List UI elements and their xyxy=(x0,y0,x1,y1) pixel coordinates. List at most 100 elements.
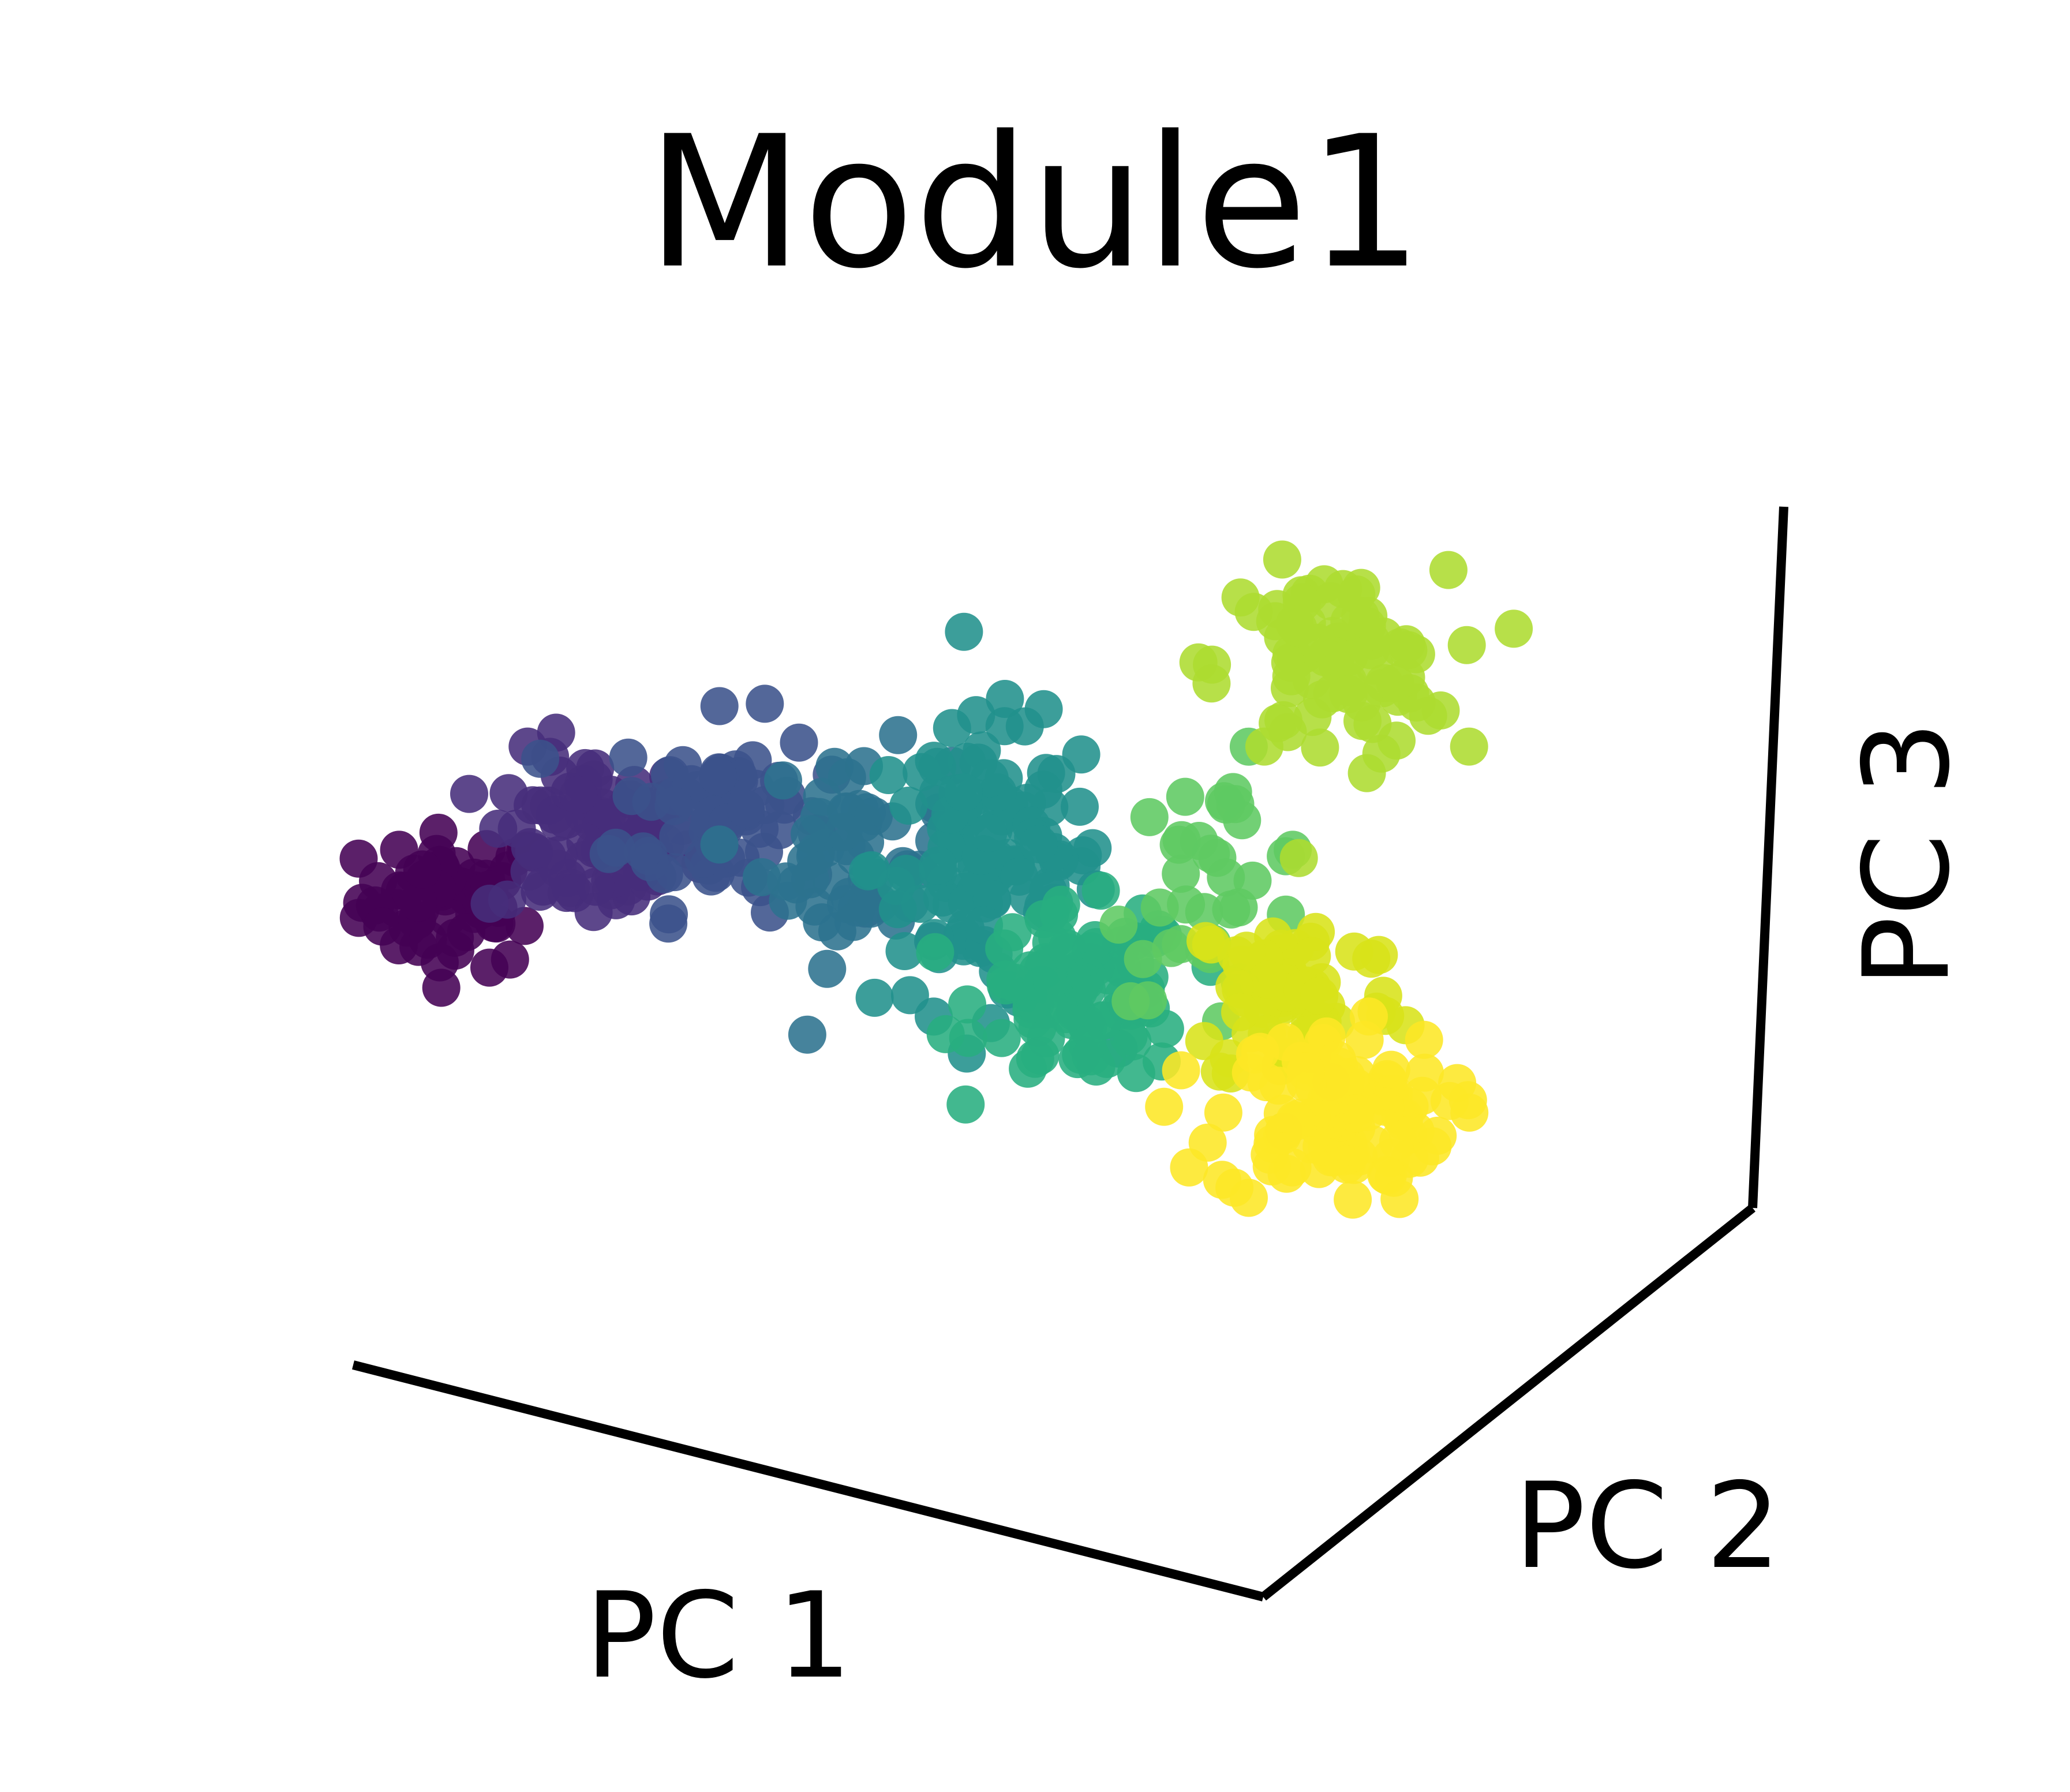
scatter-point-cluster-10 xyxy=(1336,1094,1375,1133)
scatter-point-cluster-10 xyxy=(1247,1063,1286,1102)
pc2-axis-line xyxy=(1260,1204,1755,1601)
scatter-point-cluster-8 xyxy=(1343,702,1382,740)
scatter-point-cluster-6 xyxy=(1117,1054,1155,1093)
scatter-point-cluster-10 xyxy=(1145,1087,1184,1126)
scatter-point-cluster-5 xyxy=(945,612,983,651)
scatter-point-cluster-10 xyxy=(1403,1076,1442,1115)
scatter-point-cluster-8 xyxy=(1263,540,1301,579)
scatter-point-cluster-3 xyxy=(700,687,739,725)
scatter-point-cluster-7 xyxy=(1167,885,1206,924)
scatter-point-cluster-8 xyxy=(1259,704,1297,743)
scatter-point-cluster-9 xyxy=(1300,977,1339,1015)
pc1-axis-line xyxy=(352,1360,1264,1602)
scatter-point-cluster-7 xyxy=(1214,773,1252,811)
scatter-point-cluster-9 xyxy=(1293,937,1331,975)
scatter-point-cluster-4 xyxy=(700,825,739,864)
scatter-point-cluster-2 xyxy=(559,776,598,814)
scatter-point-cluster-3 xyxy=(597,828,635,867)
scatter-point-cluster-10 xyxy=(1241,1032,1279,1071)
scatter-point-cluster-8 xyxy=(1279,839,1318,877)
scatter-point-cluster-3 xyxy=(649,904,688,943)
scatter-point-cluster-10 xyxy=(1324,1138,1362,1176)
scatter-point-cluster-5 xyxy=(969,814,1008,852)
scatter-point-cluster-1 xyxy=(470,948,508,987)
scatter-point-cluster-5 xyxy=(1020,825,1058,863)
scatter-point-cluster-10 xyxy=(1405,1020,1443,1059)
scatter-point-cluster-3 xyxy=(521,739,560,778)
scatter-point-cluster-4 xyxy=(824,813,863,851)
scatter-point-cluster-8 xyxy=(1429,551,1468,589)
scatter-point-cluster-6 xyxy=(985,929,1024,968)
scatter-point-cluster-10 xyxy=(1263,1094,1302,1133)
scatter-point-cluster-4 xyxy=(791,815,829,854)
scatter-point-cluster-10 xyxy=(1413,1127,1452,1166)
scatter-point-cluster-1 xyxy=(419,813,458,852)
scatter-point-cluster-8 xyxy=(1495,609,1533,648)
scatter-point-cluster-4 xyxy=(808,949,847,988)
scatter-point-cluster-1 xyxy=(339,839,378,878)
scatter-point-cluster-6 xyxy=(948,985,987,1024)
scatter-point-cluster-2 xyxy=(523,867,562,906)
scatter-point-cluster-6 xyxy=(995,963,1034,1002)
scatter-point-cluster-7 xyxy=(1130,798,1169,836)
scatter-point-cluster-9 xyxy=(1249,960,1287,999)
scatter-point-cluster-10 xyxy=(1170,1148,1208,1187)
scatter-point-cluster-8 xyxy=(1421,691,1460,729)
scatter-point-cluster-6 xyxy=(1081,871,1120,910)
scatter-point-cluster-5 xyxy=(1037,755,1076,794)
scatter-point-cluster-10 xyxy=(1366,1087,1405,1126)
scatter-point-cluster-6 xyxy=(1049,933,1087,972)
pc2-axis-label: PC 2 xyxy=(1514,1458,1781,1595)
scatter-point-cluster-10 xyxy=(1286,1052,1325,1091)
scatter-point-cluster-8 xyxy=(1342,568,1380,607)
scatter-point-cluster-4 xyxy=(743,858,781,896)
scatter-point-cluster-8 xyxy=(1450,727,1488,766)
scatter-point-cluster-6 xyxy=(946,1085,985,1124)
scatter-point-cluster-10 xyxy=(1448,1081,1487,1120)
scatter-point-cluster-1 xyxy=(436,931,474,970)
scatter-point-cluster-8 xyxy=(1397,635,1435,674)
scatter-point-cluster-2 xyxy=(488,880,526,919)
pc3-axis-label: PC 3 xyxy=(1839,721,1976,987)
scatter-point-cluster-3 xyxy=(727,790,765,828)
scatter-point-cluster-4 xyxy=(834,903,873,941)
scatter-point-cluster-9 xyxy=(1192,925,1230,964)
scatter-point-cluster-9 xyxy=(1352,940,1391,978)
scatter-point-cluster-6 xyxy=(949,1019,987,1057)
scatter-points xyxy=(339,540,1533,1219)
pc3-axis-line xyxy=(1748,506,1788,1209)
scatter-point-cluster-9 xyxy=(1227,931,1266,970)
scatter-point-cluster-10 xyxy=(1380,1180,1419,1218)
scatter-point-cluster-5 xyxy=(957,696,995,735)
scatter-point-cluster-5 xyxy=(1073,829,1112,867)
scatter-point-cluster-4 xyxy=(764,761,802,800)
scatter-point-cluster-3 xyxy=(746,684,784,723)
scatter-point-cluster-4 xyxy=(813,862,851,901)
scatter-point-cluster-2 xyxy=(577,867,615,906)
scatter-point-cluster-6 xyxy=(1021,1036,1060,1075)
scatter-point-cluster-10 xyxy=(1354,1125,1393,1164)
scatter-point-cluster-10 xyxy=(1326,1065,1365,1103)
scatter-point-cluster-8 xyxy=(1447,626,1486,664)
scatter-point-cluster-1 xyxy=(399,883,437,922)
scatter-point-cluster-5 xyxy=(945,773,983,811)
scatter-point-cluster-3 xyxy=(609,738,647,777)
scatter-point-cluster-5 xyxy=(849,852,888,891)
scatter-point-cluster-4 xyxy=(879,716,918,754)
scatter-point-cluster-3 xyxy=(659,817,698,856)
scatter-point-cluster-5 xyxy=(919,847,957,885)
scatter-point-cluster-7 xyxy=(1129,981,1167,1020)
scatter-point-cluster-7 xyxy=(1124,940,1162,978)
scatter-point-cluster-7 xyxy=(1162,855,1200,893)
scatter-point-cluster-8 xyxy=(1279,609,1317,648)
scatter-point-cluster-8 xyxy=(1330,602,1369,641)
scatter-point-cluster-7 xyxy=(1099,906,1138,944)
scatter-point-cluster-7 xyxy=(1166,777,1204,816)
scatter-point-cluster-5 xyxy=(986,680,1024,718)
scatter-point-cluster-3 xyxy=(654,787,693,825)
scatter-point-cluster-8 xyxy=(1234,593,1273,631)
pc1-axis-label: PC 1 xyxy=(585,1567,852,1705)
scatter-point-cluster-5 xyxy=(1000,858,1039,896)
scatter-point-cluster-5 xyxy=(901,885,939,923)
